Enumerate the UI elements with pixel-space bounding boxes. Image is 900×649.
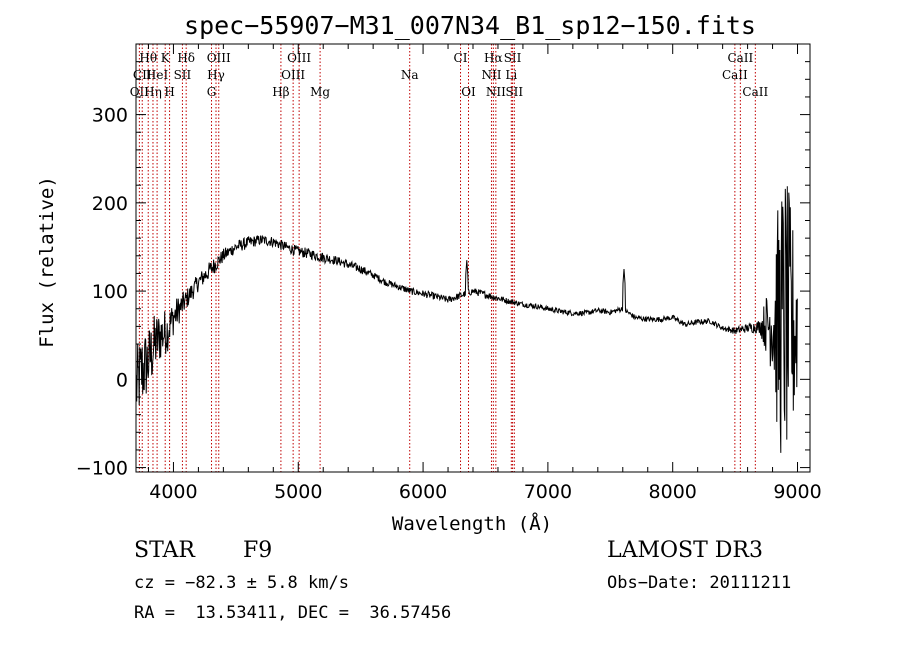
line-label-17: CI <box>454 51 468 65</box>
line-label-24: SII <box>505 85 523 99</box>
chart-title: spec−55907−M31_007N34_B1_sp12−150.fits <box>184 11 756 40</box>
line-label-6: H <box>164 85 174 99</box>
line-label-7: SII <box>174 68 192 82</box>
x-tick-label-2: 6000 <box>399 481 447 503</box>
line-label-4: HeI <box>146 68 169 82</box>
line-label-15: Mg <box>310 85 330 99</box>
line-label-20: Hα <box>484 51 503 65</box>
plot-frame <box>135 43 811 473</box>
line-label-22: Li <box>505 68 517 82</box>
object-subclass: F9 <box>243 538 273 563</box>
line-label-27: CaII <box>742 85 768 99</box>
line-label-25: CaII <box>722 68 748 82</box>
line-label-12: Hβ <box>272 85 289 99</box>
line-label-16: Na <box>401 68 419 82</box>
spectrum-line <box>135 186 798 453</box>
spectrum-series <box>135 186 798 453</box>
observation-date: Obs−Date: 20111211 <box>607 573 792 593</box>
y-axis-label: Flux (relative) <box>36 176 58 348</box>
line-label-5: K <box>161 51 171 65</box>
y-tick-label-3: 200 <box>92 193 128 215</box>
line-label-1: CII <box>133 68 152 82</box>
line-label-13: OIII <box>281 68 305 82</box>
line-label-11: OIII <box>207 51 231 65</box>
y-tick-label-2: 100 <box>92 281 128 303</box>
y-tick-label-0: −100 <box>76 458 128 480</box>
y-tick-label-1: 0 <box>116 369 128 391</box>
line-label-14: OIII <box>287 51 311 65</box>
emission-line-markers: OIICIIHθHηHeIKHSIIHδGHγOIIIHβOIIIOIIIMgN… <box>130 44 768 472</box>
line-label-10: Hγ <box>207 68 225 82</box>
x-tick-label-0: 4000 <box>149 481 197 503</box>
line-label-26: CaII <box>727 51 753 65</box>
y-tick-label-4: 300 <box>92 105 128 127</box>
spectrum-chart: spec−55907−M31_007N34_B1_sp12−150.fits O… <box>36 11 822 535</box>
line-label-21: NII <box>486 85 506 99</box>
line-label-18: OI <box>461 85 476 99</box>
x-tick-label-5: 9000 <box>773 481 821 503</box>
x-tick-label-4: 8000 <box>649 481 697 503</box>
redshift-cz: cz = −82.3 ± 5.8 km/s <box>134 573 349 593</box>
line-label-8: Hδ <box>177 51 195 65</box>
x-tick-label-3: 7000 <box>524 481 572 503</box>
line-label-9: G <box>207 85 217 99</box>
line-label-0: OII <box>130 85 150 99</box>
object-class: STAR <box>134 538 195 563</box>
line-label-19: NII <box>481 68 501 82</box>
x-tick-label-1: 5000 <box>274 481 322 503</box>
line-label-2: Hθ <box>139 51 157 65</box>
line-label-3: Hη <box>144 85 162 99</box>
coordinates-radec: RA = 13.53411, DEC = 36.57456 <box>134 603 452 623</box>
x-axis-label: Wavelength (Å) <box>392 512 552 535</box>
line-label-23: SII <box>504 51 522 65</box>
axis-ticks: 4000 5000 6000 7000 8000 9000 −100 0 100 200 300 <box>76 44 822 503</box>
survey-name: LAMOST DR3 <box>607 538 763 563</box>
